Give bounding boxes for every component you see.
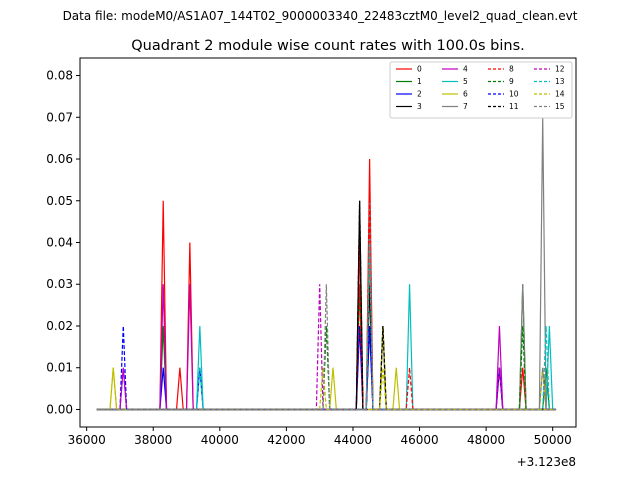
legend-label-1: 1: [417, 77, 422, 86]
y-tick-label: 0.08: [46, 69, 73, 83]
legend-label-7: 7: [463, 102, 468, 111]
legend-label-6: 6: [463, 90, 468, 99]
legend-label-11: 11: [509, 102, 519, 111]
y-tick-label: 0.06: [46, 152, 73, 166]
chart-title: Quadrant 2 module wise count rates with …: [131, 38, 525, 54]
legend-label-5: 5: [463, 77, 468, 86]
legend-label-4: 4: [463, 65, 468, 74]
legend-frame: [389, 61, 573, 119]
legend-label-15: 15: [555, 102, 565, 111]
legend-label-0: 0: [417, 65, 422, 74]
y-tick-label: 0.00: [46, 402, 73, 416]
x-tick-label: 44000: [334, 433, 372, 447]
y-tick-label: 0.03: [46, 277, 73, 291]
legend-label-2: 2: [417, 90, 422, 99]
y-tick-label: 0.01: [46, 361, 73, 375]
series-line-15: [96, 242, 557, 411]
x-tick-label: 48000: [467, 433, 505, 447]
suptitle: Data file: modeM0/AS1A07_144T02_90000033…: [63, 9, 578, 23]
x-tick-label: 50000: [534, 433, 572, 447]
y-tick-label: 0.04: [46, 236, 73, 250]
legend-label-10: 10: [509, 90, 519, 99]
x-tick-label: 46000: [400, 433, 438, 447]
series-layer: [96, 117, 557, 411]
y-tick-label: 0.07: [46, 110, 73, 124]
y-tick-label: 0.05: [46, 194, 73, 208]
legend-label-12: 12: [555, 65, 565, 74]
x-tick-label: 40000: [201, 433, 239, 447]
legend-label-14: 14: [555, 90, 565, 99]
x-tick-label: 42000: [267, 433, 305, 447]
x-tick-label: 38000: [134, 433, 172, 447]
x-tick-label: 36000: [68, 433, 106, 447]
legend-label-3: 3: [417, 102, 422, 111]
ticks-layer: 36000 38000 40000 42000 44000 46000 48000 50000…: [46, 69, 572, 447]
x-offset-label: +3.123e8: [517, 455, 576, 469]
legend-label-8: 8: [509, 65, 514, 74]
legend-label-13: 13: [555, 77, 565, 86]
legend-label-9: 9: [509, 77, 514, 86]
y-tick-label: 0.02: [46, 319, 73, 333]
